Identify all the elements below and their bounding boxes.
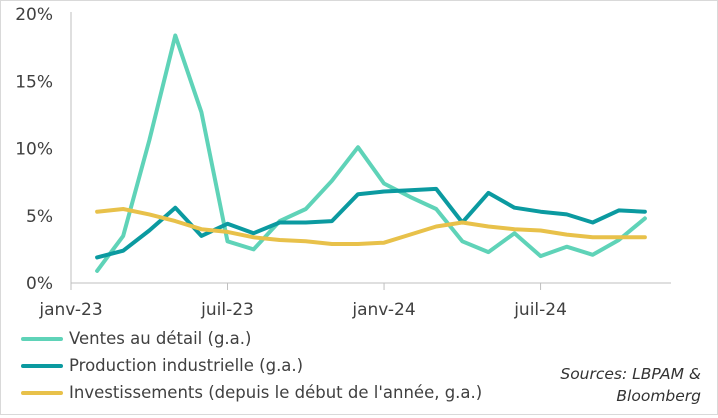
series-line-1 <box>95 33 647 273</box>
source-line: Bloomberg <box>616 387 701 405</box>
series-line-2 <box>95 186 647 260</box>
source-note: Sources: LBPAM & Bloomberg <box>560 365 701 405</box>
y-tick-label: 15% <box>15 72 53 92</box>
x-tick-label: janv-24 <box>351 300 415 320</box>
source-line: Sources: LBPAM & <box>560 365 701 383</box>
series-lines <box>95 33 647 273</box>
y-axis-labels: 0% 5% 10% 15% 20% <box>15 5 53 294</box>
legend: Ventes au détail (g.a.) Production indust… <box>21 329 482 402</box>
axes <box>70 12 671 290</box>
x-tick-label: juil-23 <box>200 300 254 320</box>
legend-label-2: Production industrielle (g.a.) <box>69 356 303 375</box>
y-tick-label: 20% <box>15 5 53 25</box>
y-tick-label: 10% <box>15 140 53 160</box>
y-tick-label: 5% <box>26 207 53 227</box>
legend-label-1: Ventes au détail (g.a.) <box>69 329 251 348</box>
x-axis-labels: janv-23 juil-23 janv-24 juil-24 <box>38 300 567 320</box>
x-tick-label: juil-24 <box>513 300 567 320</box>
legend-label-3: Investissements (depuis le début de l'an… <box>69 383 482 402</box>
series-line-3 <box>95 207 647 246</box>
x-tick-label: janv-23 <box>38 300 102 320</box>
y-tick-label: 0% <box>26 274 53 294</box>
